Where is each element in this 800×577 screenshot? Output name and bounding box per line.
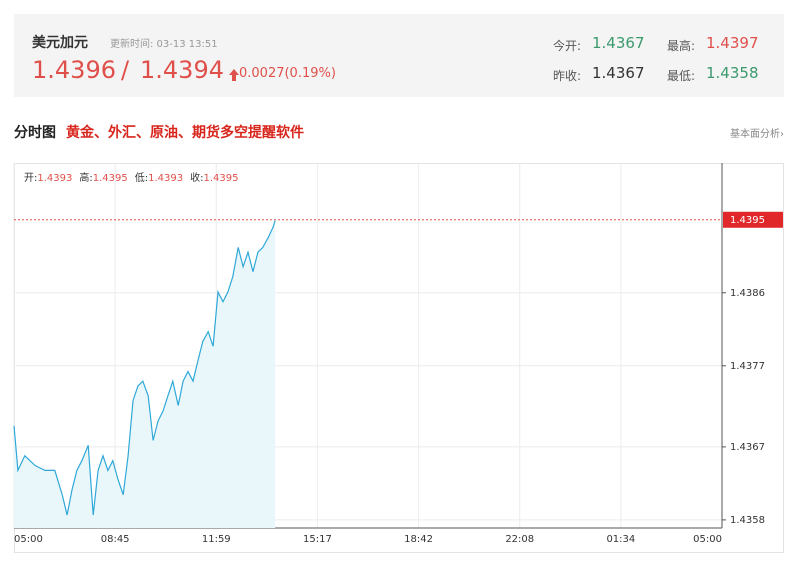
stat-label: 最低: [667,69,696,83]
symbol: 美元加元 [32,35,88,51]
update-time: 更新时间: 03-13 13:51 [110,39,218,50]
stat-value: 1.4367 [592,34,645,52]
section-title: 分时图 [14,125,56,141]
promo-link[interactable]: 黄金、外汇、原油、期货多空提醒软件 [66,125,304,141]
x-tick-label: 01:34 [606,534,635,545]
quote-header: 美元加元 更新时间: 03-13 13:51 1.4396 / 1.4394 0… [14,14,784,97]
stat-label: 昨收: [553,69,582,83]
last-price-label: 1.4395 [730,215,765,226]
ohlc-value: 1.4393 [148,173,183,184]
separator: / [121,56,130,84]
x-tick-label: 08:45 [101,534,130,545]
ohlc-label: 收: [190,171,203,184]
y-tick-label: 1.4386 [730,288,765,299]
stat-value: 1.4397 [706,34,759,52]
analysis-link[interactable]: 基本面分析› [730,129,784,140]
ohlc-value: 1.4395 [204,173,239,184]
y-tick-label: 1.4367 [730,442,765,453]
ohlc-label: 开: [24,173,37,184]
ask: 1.4394 [140,56,224,84]
ohlc-label: 低: [135,171,148,184]
stat-label: 最高: [667,39,696,53]
last-price-box [723,211,783,228]
x-tick-label: 11:59 [202,534,231,545]
x-tick-label: 05:00 [693,534,722,545]
ohlc-value: 1.4395 [93,173,128,184]
stat-label: 今开: [553,39,582,53]
x-tick-label: 18:42 [404,534,433,545]
y-tick-label: 1.4377 [730,361,765,372]
stat-value: 1.4367 [592,64,645,82]
area [14,220,276,528]
up-arrow [229,69,239,81]
chart-frame [14,163,784,553]
ohlc-value: 1.4393 [37,173,72,184]
ohlc-label: 高: [79,171,92,184]
x-tick-label: 05:00 [14,534,43,545]
price-line [13,220,276,516]
x-tick-label: 22:08 [505,534,534,545]
change: 0.0027(0.19%) [239,66,336,81]
x-tick-label: 15:17 [303,534,332,545]
bid: 1.4396 [32,56,116,84]
stat-value: 1.4358 [706,64,759,82]
y-tick-label: 1.4358 [730,515,765,526]
